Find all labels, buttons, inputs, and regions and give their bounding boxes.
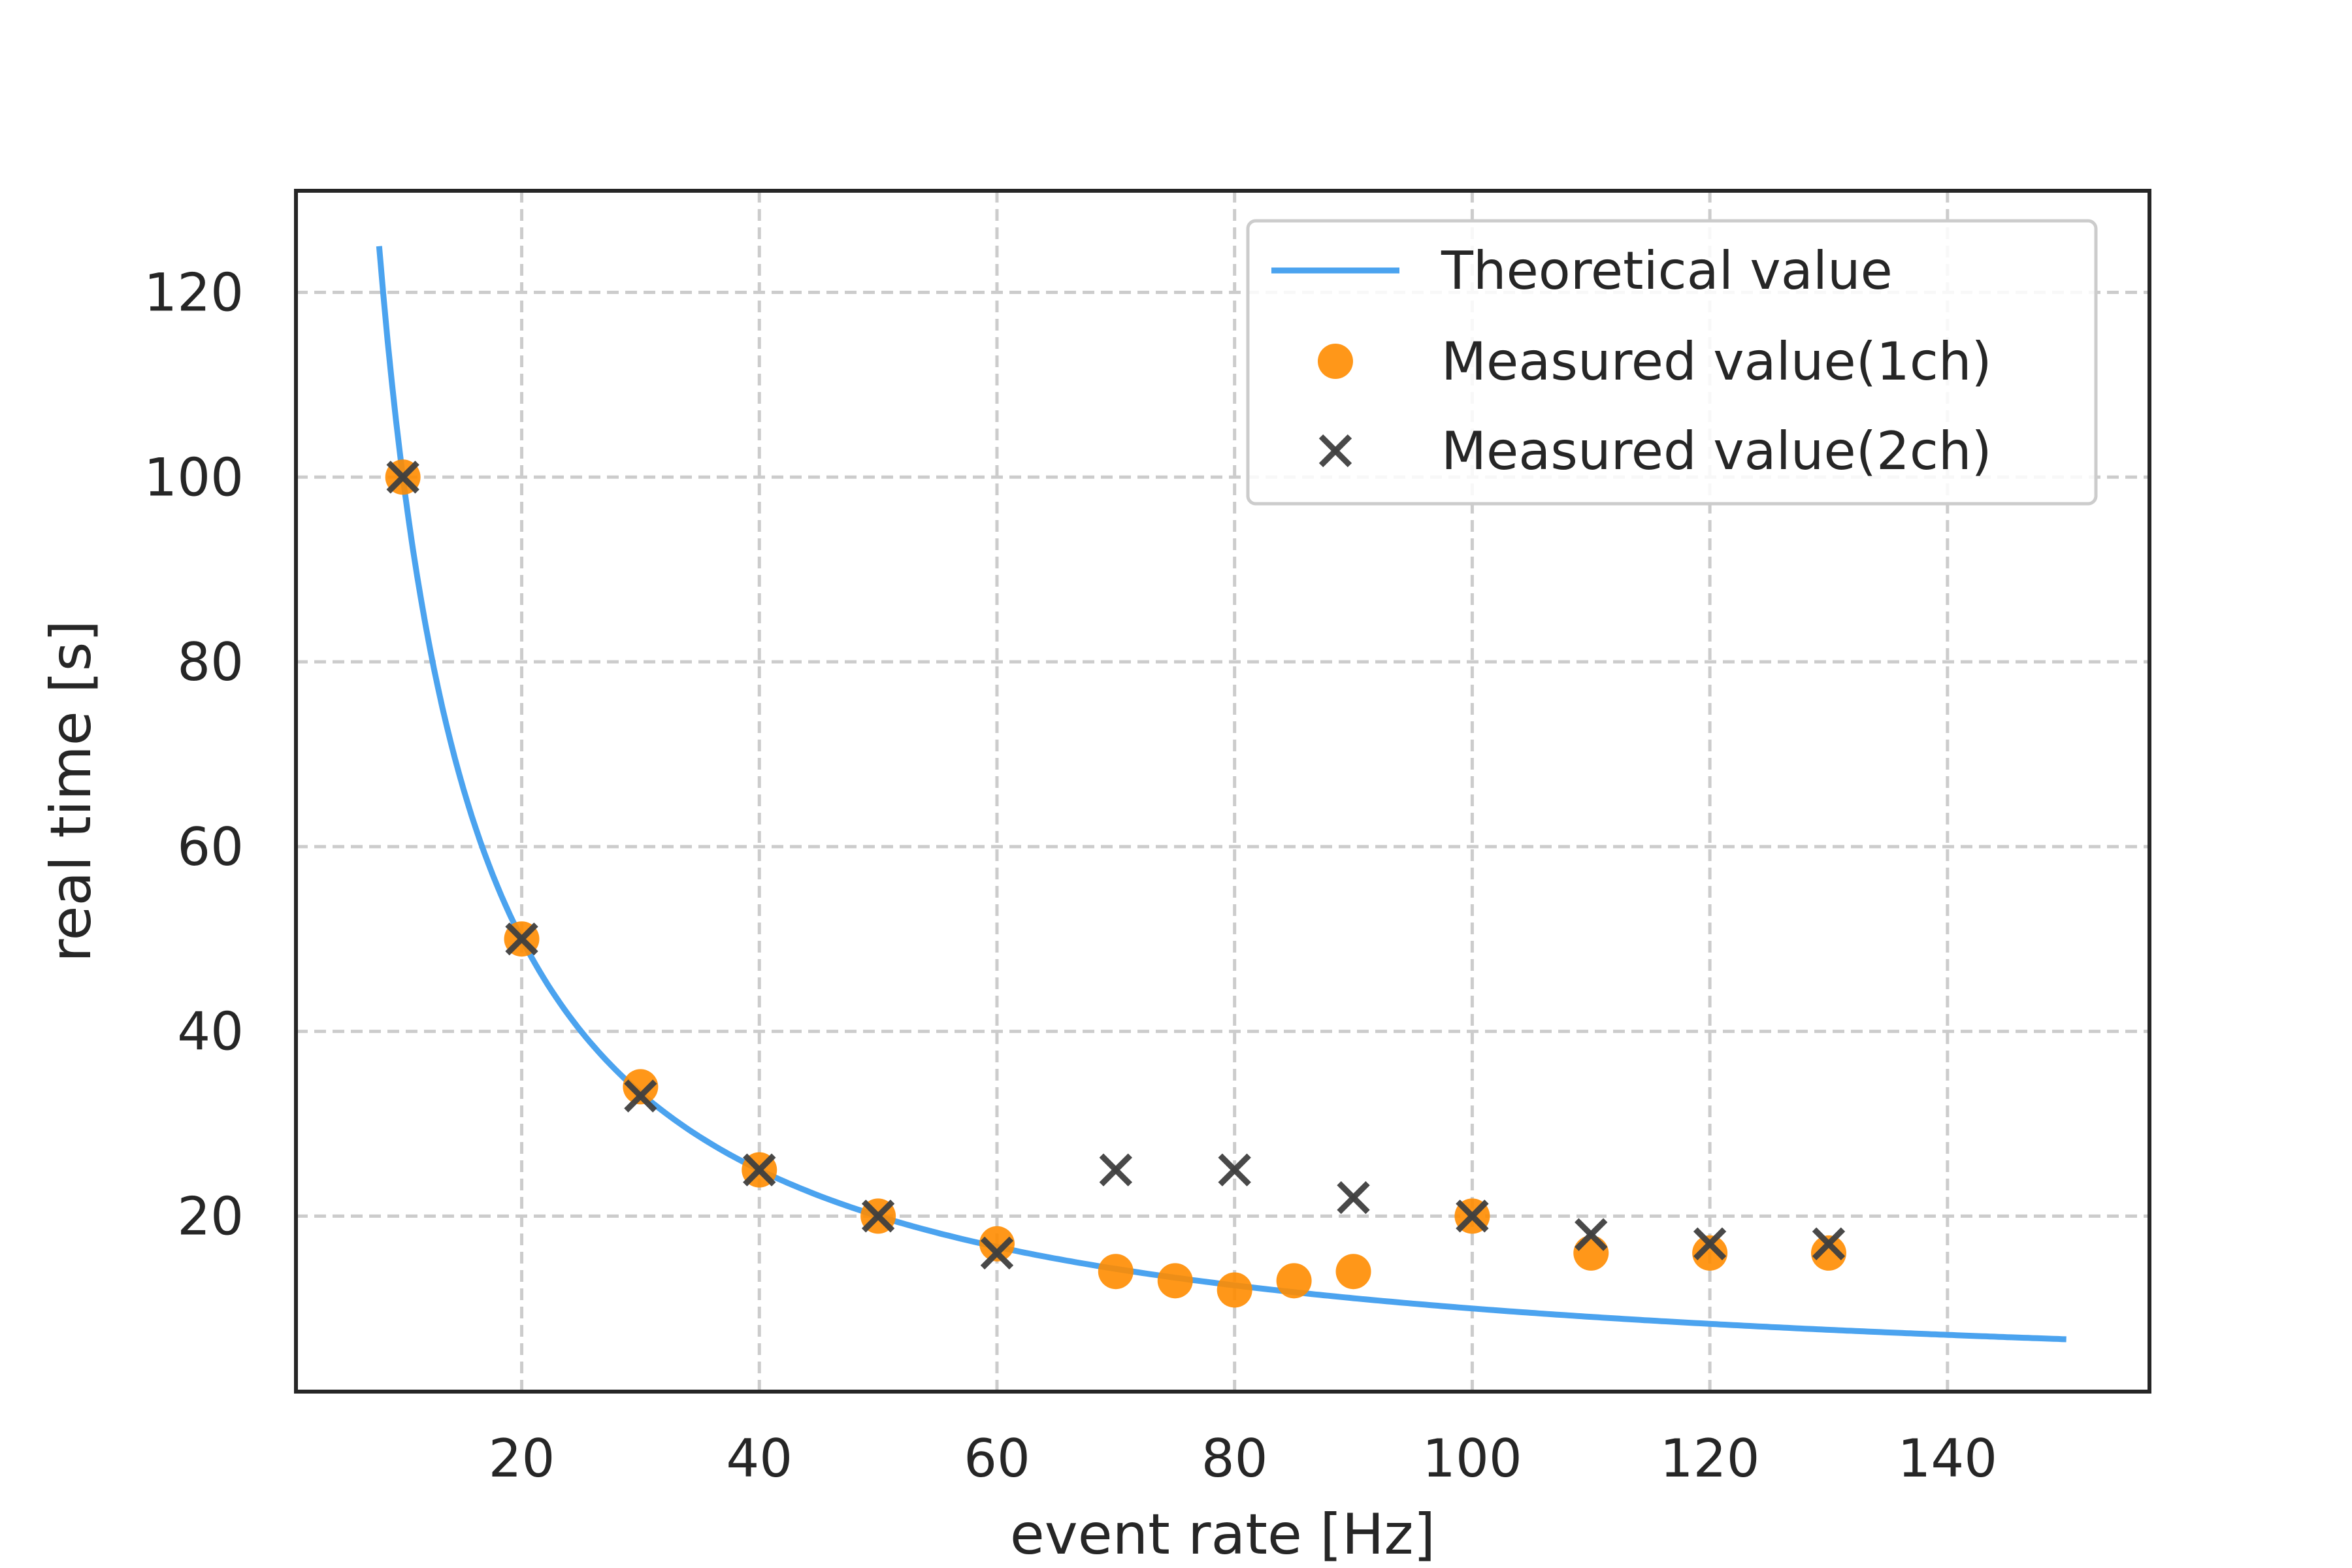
data-point-1ch [623,1069,659,1105]
data-point-1ch [1335,1254,1371,1290]
data-point-2ch [1218,1153,1251,1186]
x-tick-label: 40 [726,1428,792,1489]
data-point-1ch [1217,1272,1252,1308]
plot-frame [294,189,2151,1394]
data-point-1ch [1098,1254,1134,1290]
cross-stroke [1318,434,1352,468]
cross-stroke [1575,1218,1608,1251]
cross-stroke [743,1153,776,1186]
data-point-2ch [1099,1153,1133,1186]
y-tick-label: 100 [144,447,244,508]
data-point-1ch [1573,1235,1609,1271]
data-point-2ch [980,1236,1014,1270]
data-point-2ch [1693,1227,1727,1260]
legend-box [1246,219,2098,506]
data-point-2ch [1337,1181,1370,1215]
legend-swatch-circle [1318,344,1353,379]
data-point-2ch [505,923,538,956]
cross-stroke [1099,1153,1133,1186]
cross-stroke [386,461,419,494]
plot-series [376,246,2066,1343]
y-tick-label: 80 [177,632,244,693]
y-tick-label: 40 [177,1002,244,1062]
data-point-1ch [1810,1235,1846,1271]
axis-ticks: 20 40 60 80 100 120 140 20 40 60 80 100 120 [144,263,1997,1489]
legend-label: Theoretical value [1441,240,1893,301]
data-point-2ch [386,461,419,494]
cross-stroke [1218,1153,1251,1186]
y-tick-label: 20 [177,1186,244,1247]
cross-stroke [861,1200,895,1233]
data-point-2ch [1812,1227,1846,1260]
data-point-2ch [624,1079,657,1113]
x-tick-label: 140 [1897,1428,1997,1489]
cross-stroke [1337,1181,1370,1215]
data-point-1ch [979,1226,1015,1262]
data-point-2ch [861,1200,895,1233]
y-axis-label: real time [s] [39,620,104,962]
x-axis-label: event rate [Hz] [1010,1502,1435,1567]
x-tick-label: 120 [1660,1428,1760,1489]
data-point-2ch [1575,1218,1608,1251]
data-point-1ch [1157,1263,1193,1299]
cross-stroke [505,923,538,956]
legend-label: Measured value(2ch) [1441,421,1992,482]
cross-stroke [980,1236,1014,1270]
cross-stroke [1456,1200,1489,1233]
y-tick-label: 60 [177,817,244,877]
legend-label: Measured value(1ch) [1441,331,1992,392]
cross-stroke [1812,1227,1846,1260]
legend-swatch-cross [1318,434,1352,468]
data-point-2ch [743,1153,776,1186]
x-tick-label: 60 [964,1428,1030,1489]
x-tick-label: 20 [489,1428,555,1489]
cross-stroke [624,1079,657,1113]
cross-stroke [1693,1227,1727,1260]
y-tick-label: 120 [144,263,244,323]
x-tick-label: 100 [1422,1428,1522,1489]
x-tick-label: 80 [1201,1428,1268,1489]
data-point-2ch [1456,1200,1489,1233]
data-point-1ch [1692,1235,1728,1271]
data-point-1ch [1276,1263,1312,1299]
legend: Theoretical value Measured value(1ch) Meas… [1246,219,2098,506]
